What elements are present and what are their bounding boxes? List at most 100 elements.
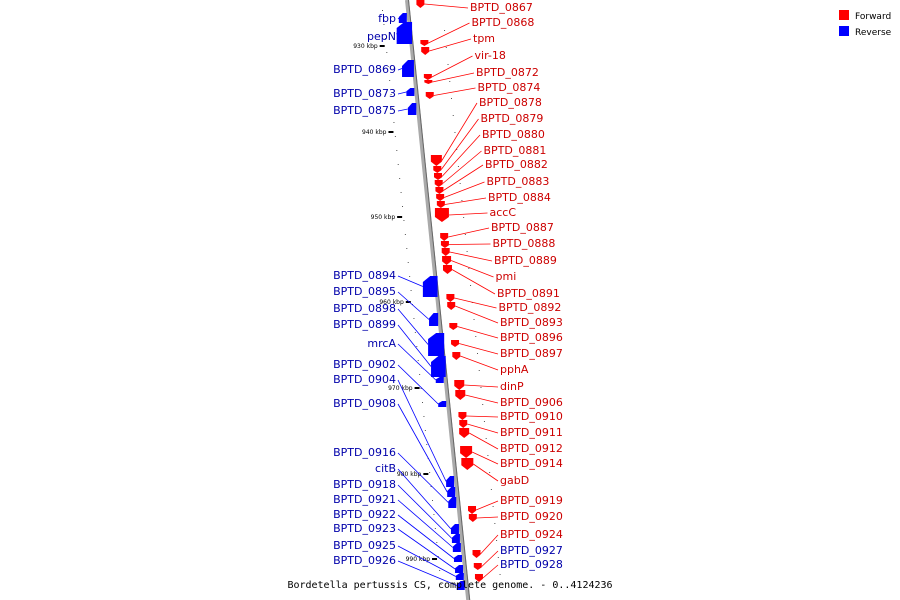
gene-label-reverse[interactable]: BPTD_0925 — [333, 539, 396, 552]
reverse-feature[interactable] — [438, 401, 447, 407]
gene-label-forward[interactable]: BPTD_0893 — [500, 316, 563, 329]
forward-feature[interactable] — [441, 248, 450, 256]
gene-label-forward[interactable]: tpm — [473, 32, 495, 45]
gene-label-forward[interactable]: BPTD_0897 — [500, 347, 563, 360]
gene-label-reverse[interactable]: BPTD_0899 — [333, 318, 396, 331]
forward-feature[interactable] — [416, 0, 425, 8]
gene-label-forward[interactable]: BPTD_0874 — [478, 81, 541, 94]
gene-label-forward[interactable]: BPTD_0910 — [500, 410, 563, 423]
forward-feature[interactable] — [440, 241, 449, 248]
gene-label-reverse[interactable]: BPTD_0873 — [333, 87, 396, 100]
gene-label-reverse[interactable]: BPTD_0898 — [333, 302, 396, 315]
gene-label-reverse[interactable]: BPTD_0916 — [333, 446, 396, 459]
gene-label-forward[interactable]: BPTD_0919 — [500, 494, 563, 507]
reverse-feature[interactable] — [428, 333, 445, 356]
forward-feature[interactable] — [455, 390, 466, 400]
gene-label-forward[interactable]: BPTD_0881 — [484, 144, 547, 157]
gene-label-forward[interactable]: BPTD_0888 — [493, 237, 556, 250]
gene-label-forward[interactable]: BPTD_0887 — [491, 221, 554, 234]
gene-label-reverse[interactable]: fbp — [378, 12, 396, 25]
gene-label-forward[interactable]: BPTD_0867 — [470, 1, 533, 14]
gene-label-forward[interactable]: dinP — [500, 380, 524, 393]
reverse-feature[interactable] — [448, 497, 457, 508]
reverse-feature[interactable] — [446, 476, 455, 487]
forward-feature[interactable] — [472, 550, 481, 558]
forward-feature[interactable] — [442, 265, 452, 274]
gene-label-forward[interactable]: BPTD_0884 — [488, 191, 551, 204]
forward-feature[interactable] — [460, 446, 473, 458]
reverse-feature[interactable] — [455, 565, 464, 573]
forward-feature[interactable] — [468, 514, 477, 522]
forward-feature[interactable] — [473, 563, 482, 570]
gene-label-forward[interactable]: BPTD_0879 — [481, 112, 544, 125]
forward-feature[interactable] — [461, 458, 474, 470]
gene-label-reverse[interactable]: BPTD_0894 — [333, 269, 396, 282]
gene-label-reverse[interactable]: BPTD_0869 — [333, 63, 396, 76]
gene-label-forward[interactable]: BPTD_0927 — [500, 544, 563, 557]
gene-label-forward[interactable]: BPTD_0872 — [476, 66, 539, 79]
forward-feature[interactable] — [454, 380, 465, 390]
forward-feature[interactable] — [452, 352, 461, 360]
gene-label-reverse[interactable]: BPTD_0921 — [333, 493, 396, 506]
gene-label-forward[interactable]: pphA — [500, 363, 529, 376]
forward-feature[interactable] — [451, 340, 460, 347]
reverse-feature[interactable] — [422, 276, 438, 297]
gene-label-reverse[interactable]: BPTD_0926 — [333, 554, 396, 567]
forward-feature[interactable] — [423, 74, 432, 80]
gene-label-forward[interactable]: BPTD_0906 — [500, 396, 563, 409]
forward-feature[interactable] — [459, 428, 470, 438]
gene-label-reverse[interactable]: BPTD_0922 — [333, 508, 396, 521]
gene-label-forward[interactable]: BPTD_0928 — [500, 558, 563, 571]
forward-feature[interactable] — [442, 256, 452, 265]
gene-label-reverse[interactable]: citB — [375, 462, 396, 475]
gene-label-forward[interactable]: BPTD_0920 — [500, 510, 563, 523]
gene-label-reverse[interactable]: BPTD_0918 — [333, 478, 396, 491]
forward-feature[interactable] — [458, 412, 467, 420]
gene-label-forward[interactable]: BPTD_0891 — [497, 287, 560, 300]
forward-feature[interactable] — [420, 40, 429, 46]
gene-label-forward[interactable]: accC — [490, 206, 517, 219]
gene-label-forward[interactable]: BPTD_0878 — [479, 96, 542, 109]
forward-feature[interactable] — [425, 92, 434, 99]
forward-feature[interactable] — [474, 574, 483, 582]
forward-feature[interactable] — [459, 420, 468, 428]
gene-label-forward[interactable]: BPTD_0896 — [500, 331, 563, 344]
forward-feature[interactable] — [436, 201, 445, 208]
gene-label-forward[interactable]: BPTD_0889 — [494, 254, 557, 267]
forward-feature[interactable] — [446, 294, 455, 302]
gene-label-reverse[interactable]: mrcA — [367, 337, 396, 350]
gene-label-forward[interactable]: BPTD_0883 — [487, 175, 550, 188]
reverse-feature[interactable] — [455, 573, 464, 580]
gene-label-forward[interactable]: pmi — [496, 270, 517, 283]
forward-feature[interactable] — [434, 208, 449, 222]
forward-feature[interactable] — [421, 47, 430, 55]
forward-feature[interactable] — [440, 233, 449, 241]
gene-label-forward[interactable]: BPTD_0914 — [500, 457, 563, 470]
gene-label-forward[interactable]: BPTD_0892 — [499, 301, 562, 314]
gene-label-forward[interactable]: BPTD_0868 — [472, 16, 535, 29]
reverse-feature[interactable] — [447, 487, 456, 497]
reverse-feature[interactable] — [431, 356, 446, 377]
gene-label-forward[interactable]: BPTD_0924 — [500, 528, 563, 541]
gene-label-forward[interactable]: gabD — [500, 474, 529, 487]
gene-label-forward[interactable]: BPTD_0882 — [485, 158, 548, 171]
forward-feature[interactable] — [430, 155, 442, 166]
reverse-feature[interactable] — [451, 534, 460, 543]
gene-label-forward[interactable]: BPTD_0911 — [500, 426, 563, 439]
forward-feature[interactable] — [434, 173, 443, 180]
reverse-feature[interactable] — [398, 13, 407, 23]
gene-label-reverse[interactable]: BPTD_0923 — [333, 522, 396, 535]
forward-feature[interactable] — [436, 194, 445, 201]
reverse-feature[interactable] — [452, 543, 461, 552]
gene-label-reverse[interactable]: BPTD_0908 — [333, 397, 396, 410]
reverse-feature[interactable] — [453, 555, 462, 562]
reverse-feature[interactable] — [406, 88, 415, 96]
reverse-feature[interactable] — [429, 313, 439, 326]
gene-label-reverse[interactable]: BPTD_0904 — [333, 373, 396, 386]
reverse-feature[interactable] — [456, 581, 465, 590]
forward-feature[interactable] — [468, 506, 477, 514]
reverse-feature[interactable] — [407, 103, 417, 115]
gene-label-reverse[interactable]: BPTD_0902 — [333, 358, 396, 371]
gene-label-forward[interactable]: BPTD_0912 — [500, 442, 563, 455]
reverse-feature[interactable] — [435, 377, 444, 383]
